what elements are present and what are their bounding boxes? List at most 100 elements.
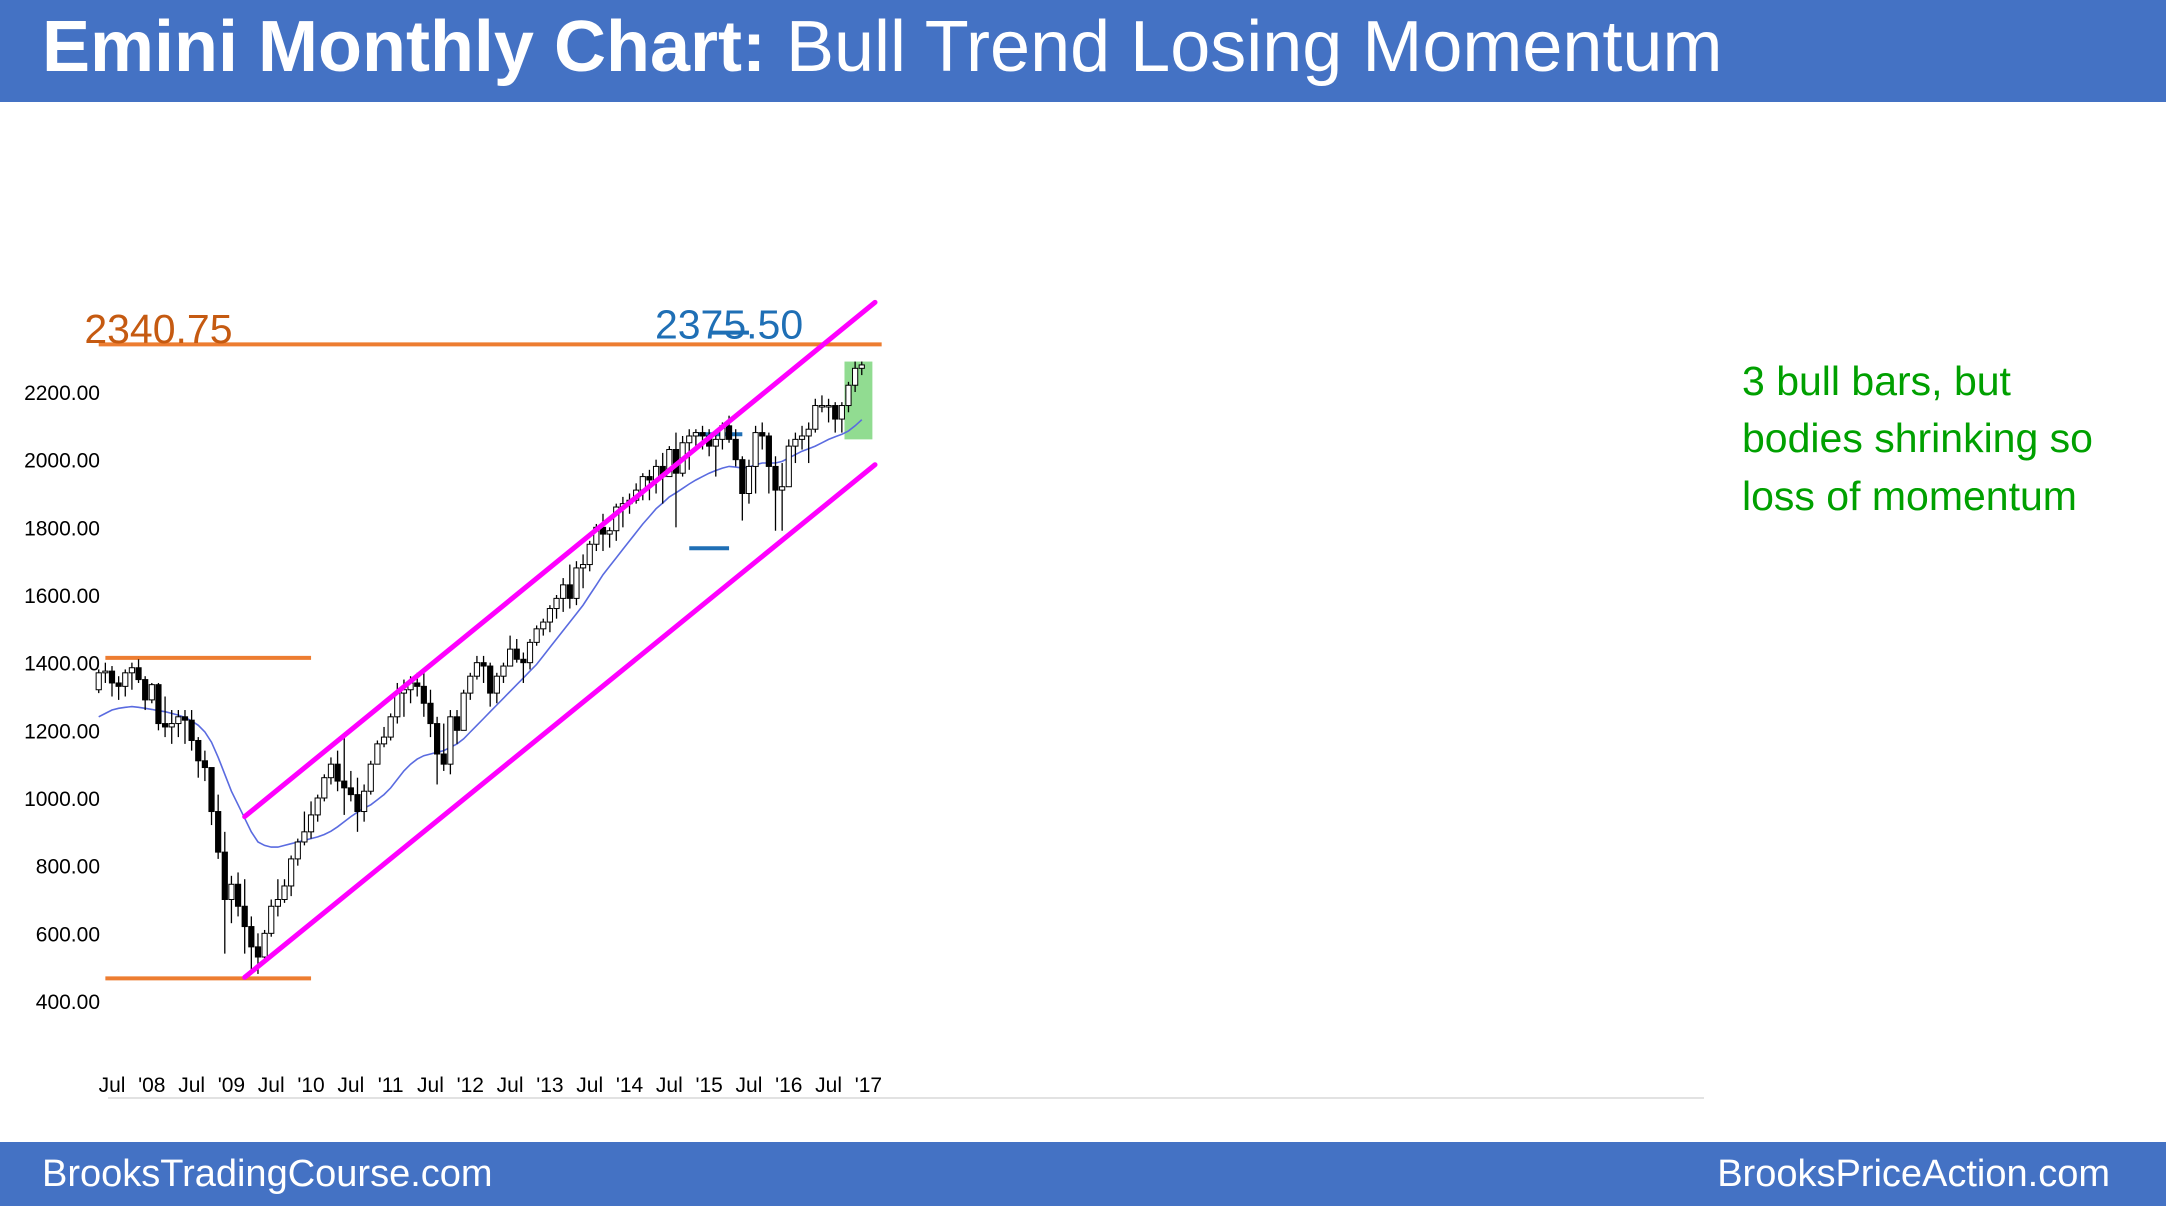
- candle: [341, 737, 348, 815]
- candle: [347, 770, 354, 802]
- footer-bar: BrooksTradingCourse.com BrooksPriceActio…: [0, 1142, 2166, 1206]
- candle-body: [115, 682, 122, 687]
- candle: [739, 456, 746, 521]
- candle: [380, 726, 388, 748]
- candle-body: [288, 858, 295, 887]
- candle: [374, 740, 381, 765]
- candle: [832, 402, 839, 433]
- candle-body: [526, 641, 534, 664]
- candle-body: [838, 405, 845, 420]
- candle-body: [195, 739, 202, 762]
- candle-body: [241, 905, 248, 928]
- candle: [487, 662, 494, 707]
- candle: [334, 750, 341, 792]
- footer-left-link[interactable]: BrooksTradingCourse.com: [42, 1153, 493, 1195]
- candle-body: [520, 658, 527, 664]
- candle-body: [347, 787, 354, 796]
- candle: [785, 439, 792, 488]
- y-tick-label: 1000.00: [24, 788, 100, 811]
- candle: [294, 838, 301, 866]
- candle: [95, 669, 102, 694]
- candle: [161, 696, 169, 738]
- candle: [268, 899, 275, 937]
- candle-body: [805, 428, 812, 437]
- candle: [420, 672, 427, 717]
- candle-body: [122, 672, 129, 687]
- candle-body: [739, 459, 746, 494]
- level-label-2340: 2340.75: [84, 306, 232, 352]
- candle: [354, 777, 361, 832]
- x-tick-label: '11: [378, 1074, 404, 1097]
- candle-body: [579, 564, 587, 569]
- candle: [128, 662, 136, 690]
- momentum-note-line: bodies shrinking so: [1742, 415, 2093, 461]
- candle: [274, 879, 281, 917]
- candle: [460, 689, 467, 731]
- candle: [606, 527, 613, 548]
- candle-body: [175, 716, 182, 725]
- candle: [248, 916, 255, 974]
- y-tick-label: 1400.00: [24, 653, 100, 676]
- candle: [672, 432, 680, 528]
- candle: [745, 459, 753, 504]
- candle-body: [453, 716, 461, 731]
- candle-body: [142, 679, 149, 701]
- candle-body: [128, 667, 136, 674]
- candle-body: [274, 899, 281, 907]
- candle-body: [281, 885, 288, 901]
- channel-line: [242, 299, 878, 820]
- title-bar: Emini Monthly Chart: Bull Trend Losing M…: [0, 0, 2166, 102]
- candle: [314, 794, 321, 822]
- x-tick-label: '08: [138, 1074, 165, 1097]
- candle-body: [168, 723, 175, 728]
- candle-body: [858, 364, 865, 369]
- candle-body: [487, 665, 494, 694]
- y-tick-label: 600.00: [36, 923, 100, 946]
- candle: [434, 716, 441, 785]
- candle-body: [772, 465, 779, 491]
- footer-right-link[interactable]: BrooksPriceAction.com: [1717, 1153, 2110, 1195]
- candle: [692, 429, 699, 447]
- candle: [321, 774, 328, 802]
- candle: [493, 672, 500, 704]
- y-tick-label: 1800.00: [24, 517, 100, 540]
- channel-line: [242, 462, 878, 980]
- candle-body: [234, 883, 242, 907]
- candle-body: [473, 662, 481, 677]
- candle-body: [460, 692, 467, 731]
- x-tick-label: Jul: [178, 1074, 205, 1097]
- candle-body: [546, 608, 554, 623]
- candle-body: [686, 435, 693, 444]
- candle: [533, 625, 540, 646]
- candle: [805, 422, 812, 464]
- candle: [387, 713, 394, 741]
- candle-body: [845, 384, 852, 407]
- x-tick-label: Jul: [736, 1074, 763, 1097]
- candle-body: [188, 719, 195, 741]
- candle: [181, 710, 189, 744]
- candle: [825, 398, 832, 423]
- candle: [686, 429, 693, 470]
- candle-body: [586, 543, 593, 566]
- candle: [838, 402, 845, 433]
- candle: [195, 737, 202, 778]
- x-tick-label: Jul: [417, 1074, 444, 1097]
- x-tick-label: Jul: [258, 1074, 285, 1097]
- candle: [526, 638, 534, 670]
- candle: [480, 655, 487, 683]
- candle-body: [493, 675, 500, 694]
- candle: [500, 662, 507, 683]
- candle-body: [307, 814, 315, 833]
- candle: [765, 432, 772, 494]
- candle-body: [108, 670, 116, 684]
- slide-title: Emini Monthly Chart: Bull Trend Losing M…: [42, 0, 1722, 102]
- candle: [155, 682, 162, 731]
- x-tick-label: Jul: [99, 1074, 126, 1097]
- candle: [759, 422, 766, 450]
- candle: [779, 463, 786, 531]
- x-tick-label: '14: [616, 1074, 644, 1097]
- candle: [852, 361, 859, 392]
- candle: [752, 425, 759, 494]
- candle-body: [354, 794, 361, 813]
- candle: [102, 662, 109, 683]
